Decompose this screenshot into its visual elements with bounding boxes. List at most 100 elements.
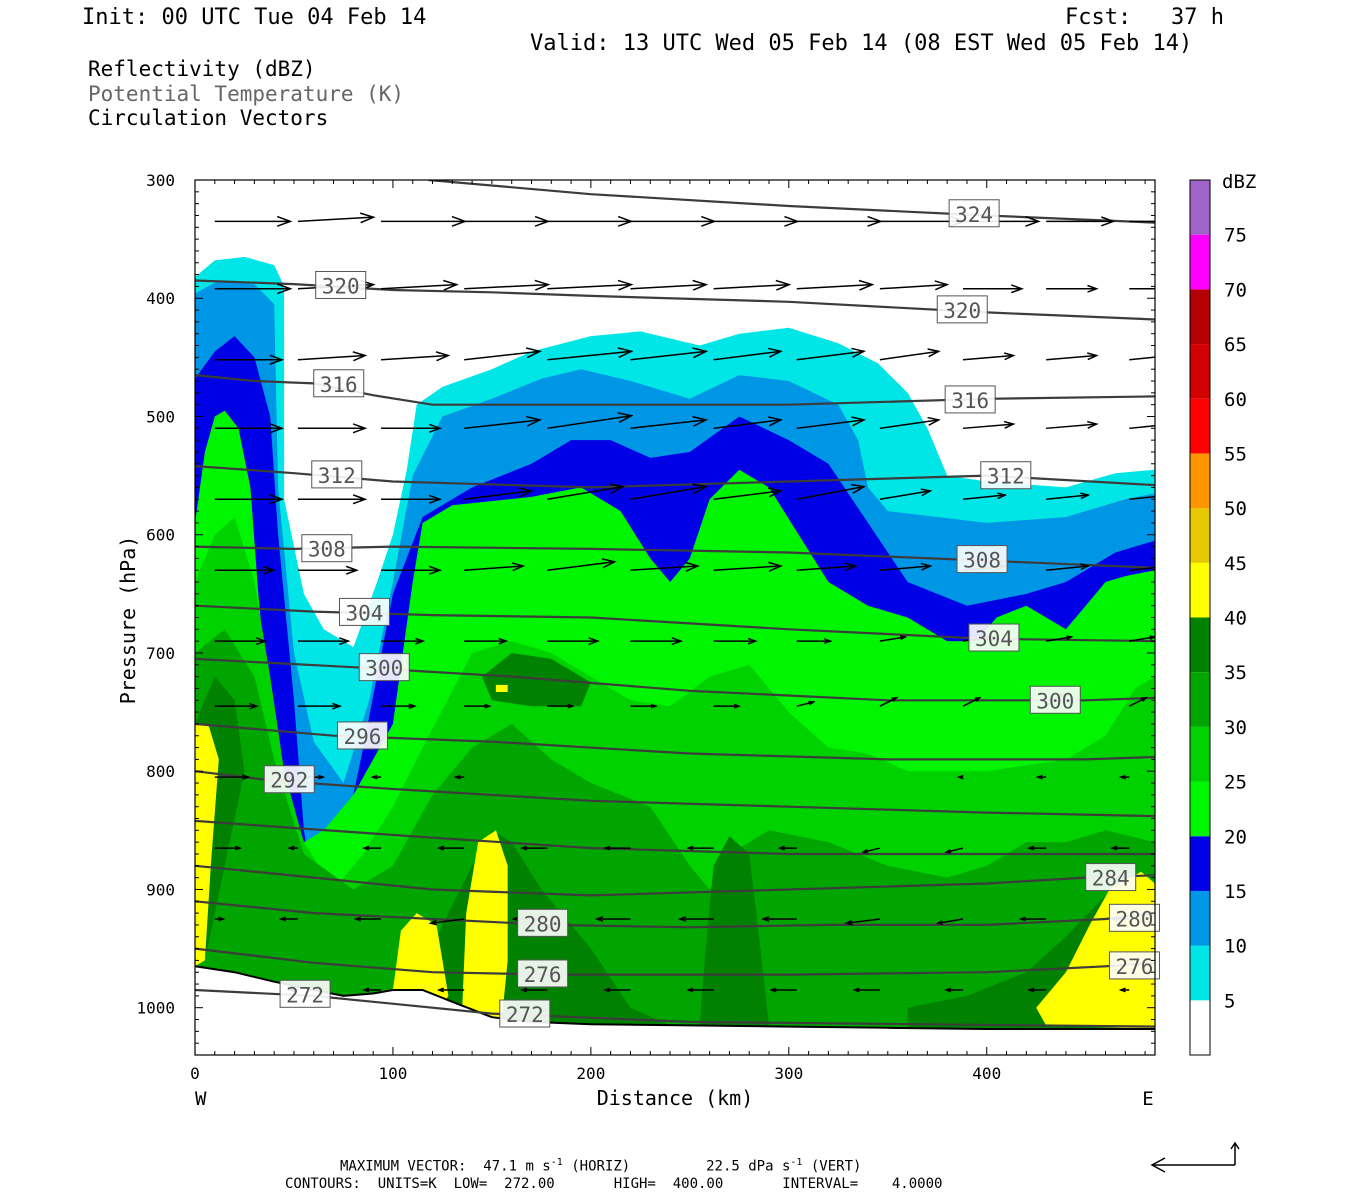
wind-vector (436, 845, 465, 851)
wind-vector (603, 987, 631, 993)
wind-vector (381, 423, 443, 433)
wind-vector (214, 916, 226, 922)
theta-contour-280 (195, 900, 1155, 929)
wind-vector (962, 492, 1008, 501)
contour-label-text: 304 (975, 627, 1013, 651)
max-vector-label: MAXIMUM VECTOR: (340, 1158, 467, 1175)
wind-vector (962, 352, 1016, 361)
wind-vector (1046, 492, 1091, 501)
east-label: E (1142, 1088, 1153, 1110)
contour-info: CONTOURS: UNITS=K LOW= 272.00 HIGH= 400.… (285, 1176, 943, 1192)
wind-vector (453, 774, 465, 780)
wind-vector (796, 279, 875, 291)
wind-vector (962, 696, 982, 707)
wind-vector (760, 916, 797, 922)
contour-labels: 324 320 320 316 316 312 312 308 308 304 304 300 300 2… (263, 199, 1160, 1028)
contour-label-304: 304 (338, 597, 390, 626)
colorbar-swatch-40 (1190, 562, 1210, 618)
wind-vector (1046, 563, 1091, 571)
contour-label-296: 296 (336, 721, 388, 750)
wind-vector (1046, 352, 1099, 361)
contour-label-276: 276 (1108, 951, 1160, 980)
wind-vector (381, 494, 443, 504)
contour-label-320: 320 (315, 270, 367, 299)
y-tick-label: 800 (146, 762, 175, 781)
contour-label-284: 284 (1085, 863, 1137, 892)
reflectivity-region-40dbz-12 (392, 913, 449, 1002)
wind-vector (1129, 424, 1155, 430)
wind-vector (381, 215, 468, 227)
horiz-value: 47.1 m s (483, 1158, 551, 1175)
contour-label-text: 296 (344, 725, 382, 749)
wind-vector (287, 845, 298, 851)
forecast-hour: Fcst: 37 h (1065, 5, 1224, 30)
contour-label-text: 280 (1115, 907, 1153, 931)
wind-vector (713, 637, 758, 645)
circulation-vectors (214, 212, 1155, 993)
wind-vector (547, 215, 634, 227)
colorbar-swatch-45 (1190, 508, 1210, 563)
theta-label: Potential Temperature (K) (88, 82, 405, 106)
colorbar-swatch-20 (1190, 781, 1210, 837)
wind-vector (297, 212, 376, 224)
wind-vector (935, 918, 964, 925)
colorbar-swatch-30 (1190, 672, 1210, 727)
wind-vector (436, 987, 465, 993)
colorbar-label-20: 20 (1224, 826, 1247, 848)
wind-vector (381, 637, 426, 645)
wind-vector (297, 637, 351, 646)
wind-vector (1027, 987, 1047, 993)
contour-label-text: 276 (524, 963, 562, 987)
contour-label-316: 316 (313, 369, 365, 398)
reflectivity-fills (195, 256, 1155, 1055)
wind-vector (1118, 987, 1130, 993)
colorbar-swatch-50 (1190, 453, 1210, 509)
x-tick-label: 300 (774, 1064, 803, 1083)
wind-vector (214, 354, 285, 365)
colorbar-label-55: 55 (1224, 443, 1247, 465)
wind-vector (630, 637, 684, 646)
wind-vector (713, 561, 783, 572)
colorbar-swatch-70 (1190, 234, 1210, 290)
wind-vector (297, 351, 368, 362)
theta-contour-296 (195, 722, 1155, 761)
contour-label-text: 312 (987, 465, 1025, 489)
wind-vector (214, 423, 285, 434)
wind-vector (464, 279, 551, 291)
colorbar-swatch-5 (1190, 945, 1210, 1001)
wind-vector (796, 638, 833, 645)
wind-vector (353, 916, 382, 922)
theta-contour-324 (428, 180, 1155, 224)
contour-label-text: 272 (506, 1003, 544, 1027)
wind-vector (519, 987, 548, 993)
colorbar-swatch-55 (1190, 398, 1210, 454)
wind-vector (1046, 284, 1099, 293)
theta-contour-276 (195, 947, 1155, 976)
wind-vector (214, 215, 293, 227)
colorbar-label-25: 25 (1224, 772, 1247, 794)
contour-label-276: 276 (517, 959, 569, 988)
contour-label-text: 272 (286, 983, 324, 1007)
valid-time: Valid: 13 UTC Wed 05 Feb 14 (08 EST Wed … (530, 31, 1193, 56)
colorbar: 5 10 15 20 25 30 35 40 45 50 55 60 65 70 75 (1189, 179, 1247, 1056)
reference-vector-icon (1150, 1141, 1240, 1173)
wind-vector (214, 774, 251, 781)
max-vector-line: MAXIMUM VECTOR: 47.1 m s-1 (HORIZ) 22.5 … (340, 1158, 861, 1174)
contour-label-300: 300 (358, 653, 410, 682)
wind-vector (547, 483, 626, 500)
wind-vector (713, 347, 783, 361)
reflectivity-label: Reflectivity (dBZ) (88, 57, 316, 81)
vert-tag: (VERT) (810, 1158, 862, 1175)
wind-vector (428, 918, 465, 926)
wind-vector (214, 283, 293, 295)
wind-vector (796, 483, 867, 500)
x-tick-label: 400 (972, 1064, 1001, 1083)
wind-vector (630, 561, 700, 572)
wind-vector (1129, 356, 1155, 361)
wind-vector (796, 416, 867, 430)
contour-label-text: 316 (951, 389, 989, 413)
wind-vector (464, 562, 526, 572)
wind-vector (677, 916, 714, 922)
contour-label-text: 320 (322, 274, 360, 298)
wind-vector (713, 279, 792, 291)
